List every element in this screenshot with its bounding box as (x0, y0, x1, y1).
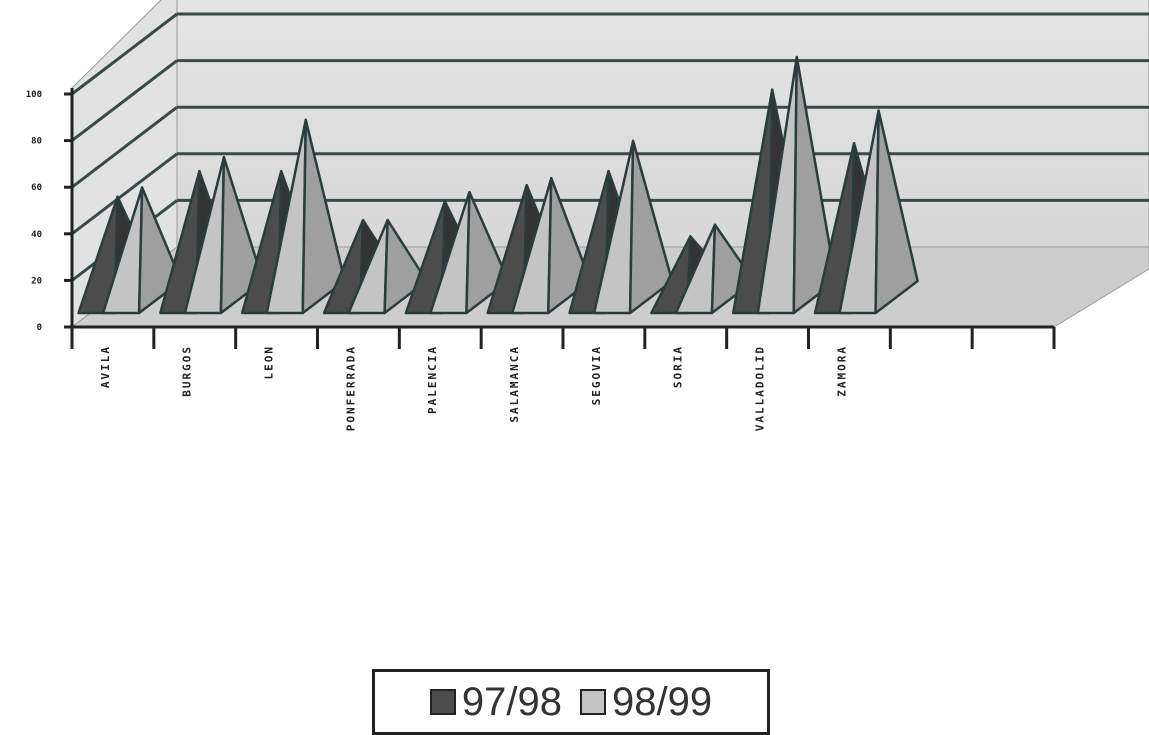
chart-legend: 97/98 98/99 (372, 669, 770, 735)
category-label: SALAMANCA (508, 345, 521, 423)
pyramid-series-2 (674, 223, 756, 315)
pyramid-series-2 (347, 218, 428, 315)
y-tick-label: 20 (31, 276, 42, 286)
category-label: ZAMORA (835, 345, 848, 397)
pyramid-series-2 (756, 55, 838, 315)
category-label: LEON (262, 345, 275, 380)
y-tick-label: 0 (37, 323, 42, 333)
pyramid-series-2 (265, 118, 347, 315)
legend-item-series-1: 97/98 (429, 680, 562, 724)
pyramid-series-2 (838, 109, 919, 315)
legend-item-series-2: 98/99 (580, 682, 712, 722)
gridline-side (71, 12, 178, 96)
gridline-side (71, 59, 178, 142)
gridline-side (71, 152, 178, 235)
y-tick-label: 80 (31, 137, 42, 147)
category-label: BURGOS (181, 345, 194, 397)
gridline-side (71, 106, 178, 189)
legend-label-series-2: 98/99 (612, 680, 713, 724)
y-tick-label: 40 (31, 230, 42, 240)
legend-label-series-1: 97/98 (461, 680, 562, 724)
pyramid-series-2 (592, 139, 674, 315)
category-label: PALENCIA (426, 345, 439, 414)
pyramid-chart: 0 20 40 60 80 100 AVILA BURGOS LEON PONFERRADA PA… (26, 0, 1149, 431)
category-label: SEGOVIA (590, 345, 603, 405)
legend-swatch-series-1 (429, 689, 456, 715)
y-tick-label: 100 (26, 90, 42, 100)
category-label: SORIA (672, 345, 685, 388)
y-tick-label: 60 (31, 183, 42, 193)
category-label: PONFERRADA (344, 345, 357, 431)
category-label: VALLADOLID (753, 345, 766, 431)
legend-swatch-series-2 (580, 689, 606, 715)
category-label: AVILA (99, 345, 112, 388)
